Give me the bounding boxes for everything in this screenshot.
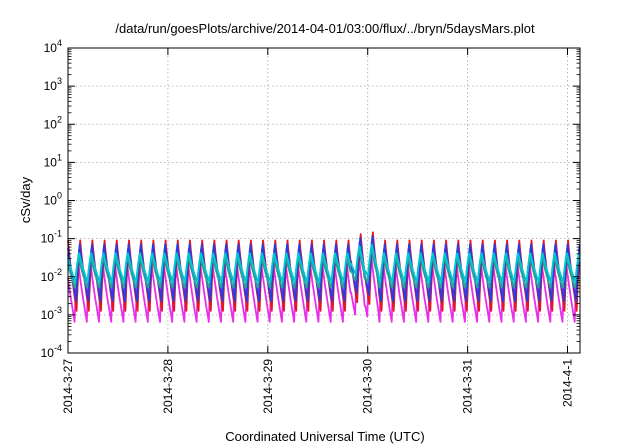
series-line	[67, 235, 581, 303]
chart-title: /data/run/goesPlots/archive/2014-04-01/0…	[115, 21, 535, 36]
ticks	[67, 47, 580, 354]
y-tick-label: 10-4	[41, 343, 62, 360]
series-layer	[67, 231, 581, 323]
x-axis-label: Coordinated Universal Time (UTC)	[225, 429, 424, 444]
series-line	[67, 252, 581, 323]
y-tick-label: 101	[44, 152, 62, 169]
y-tick-label: 103	[44, 76, 62, 93]
x-tick-label: 2014-4-1	[561, 359, 575, 407]
x-tick-label: 2014-3-27	[61, 359, 75, 414]
y-tick-label: 10-3	[41, 305, 62, 322]
series-line	[67, 243, 581, 283]
x-tick-label: 2014-3-29	[261, 359, 275, 414]
x-tick-label: 2014-3-28	[161, 359, 175, 414]
y-tick-label: 10-1	[41, 229, 62, 246]
y-tick-label: 102	[44, 114, 62, 131]
y-tick-label: 100	[44, 191, 62, 208]
x-tick-label: 2014-3-30	[361, 359, 375, 414]
y-axis-labels: 10-4 10-3 10-2 10-1 100 101 102 103 104	[41, 38, 62, 360]
x-tick-label: 2014-3-31	[461, 359, 475, 414]
series-line	[67, 247, 581, 289]
y-tick-label: 10-2	[41, 267, 62, 284]
y-axis-label: cSv/day	[18, 176, 33, 223]
x-axis-labels: 2014-3-27 2014-3-28 2014-3-29 2014-3-30 2014…	[61, 359, 575, 414]
y-tick-label: 104	[44, 38, 62, 55]
